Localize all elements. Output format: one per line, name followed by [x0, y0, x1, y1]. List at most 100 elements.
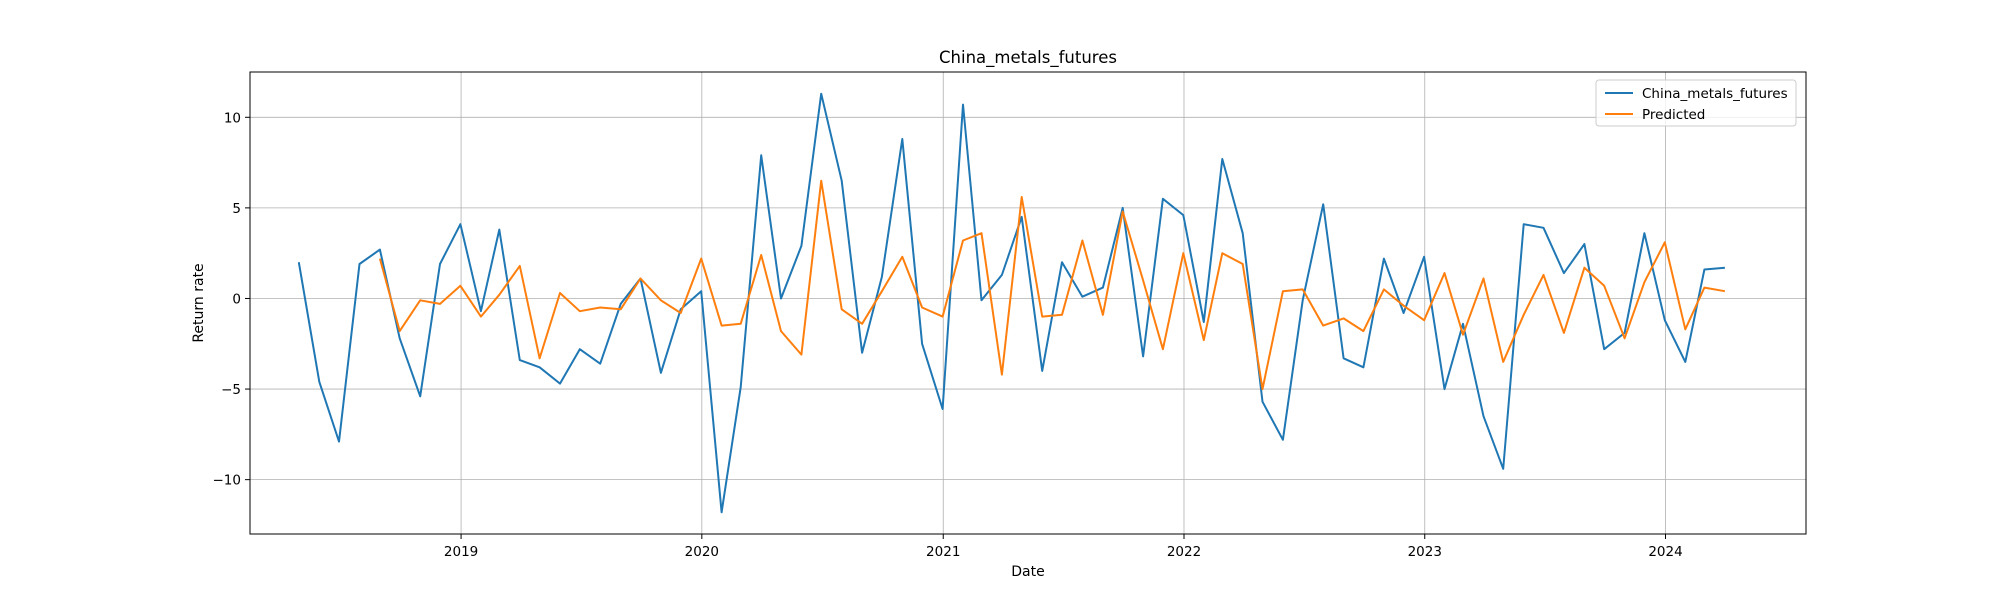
data-point — [1462, 334, 1464, 336]
data-point — [1081, 240, 1083, 242]
data-point — [1162, 348, 1164, 350]
data-point — [1444, 272, 1446, 274]
data-point — [1502, 468, 1504, 470]
data-point — [1383, 288, 1385, 290]
data-point — [1262, 401, 1264, 403]
data-point — [539, 366, 541, 368]
legend: China_metals_futures Predicted — [1595, 79, 1797, 127]
data-point — [760, 254, 762, 256]
x-tick-label: 2023 — [1408, 544, 1442, 560]
data-point — [921, 343, 923, 345]
data-point — [740, 386, 742, 388]
data-point — [841, 308, 843, 310]
data-point — [498, 229, 500, 231]
data-point — [1242, 232, 1244, 234]
data-point — [1703, 287, 1705, 289]
data-point — [579, 348, 581, 350]
data-point — [721, 325, 723, 327]
data-point — [660, 372, 662, 374]
data-point — [1122, 211, 1124, 213]
data-point — [1061, 261, 1063, 263]
data-point — [981, 232, 983, 234]
data-point — [981, 299, 983, 301]
series-line-actual — [297, 92, 1725, 514]
y-tick-label: 0 — [232, 291, 241, 307]
chart-title: China_metals_futures — [939, 48, 1117, 68]
data-point — [881, 290, 883, 292]
data-point — [680, 312, 682, 314]
data-point — [399, 330, 401, 332]
data-point — [1021, 216, 1023, 218]
data-point — [700, 290, 702, 292]
data-point — [1664, 241, 1666, 243]
data-point — [841, 180, 843, 182]
data-point — [318, 381, 320, 383]
data-point — [1041, 316, 1043, 318]
data-point — [419, 395, 421, 397]
y-tick-label: 10 — [224, 110, 241, 126]
data-point — [1583, 243, 1585, 245]
data-point — [1102, 314, 1104, 316]
data-point — [942, 316, 944, 318]
x-tick-label: 2021 — [926, 544, 960, 560]
data-point — [439, 303, 441, 305]
data-point — [1423, 319, 1425, 321]
data-point — [519, 359, 521, 361]
series-layer — [297, 92, 1726, 514]
data-point — [399, 337, 401, 339]
data-point — [881, 276, 883, 278]
legend-label-predicted: Predicted — [1642, 107, 1705, 123]
data-point — [1462, 323, 1464, 325]
data-point — [519, 265, 521, 267]
data-point — [338, 441, 340, 443]
data-point — [1302, 288, 1304, 290]
data-point — [459, 223, 461, 225]
plot-frame — [249, 71, 1807, 535]
data-point — [1001, 374, 1003, 376]
data-point — [1182, 252, 1184, 254]
data-point — [1001, 274, 1003, 276]
data-point — [861, 323, 863, 325]
ticks: 2019 2020 2021 2022 2023 2024 −10 −5 0 5 10 — [213, 110, 1683, 560]
data-point — [760, 154, 762, 156]
data-point — [1502, 361, 1504, 363]
data-point — [1221, 252, 1223, 254]
data-point — [1523, 314, 1525, 316]
data-point — [1221, 158, 1223, 160]
x-tick-label: 2022 — [1167, 544, 1201, 560]
data-point — [1483, 278, 1485, 280]
data-point — [640, 278, 642, 280]
data-point — [1624, 337, 1626, 339]
data-point — [1403, 305, 1405, 307]
series-line-predicted — [378, 179, 1726, 391]
data-point — [1203, 339, 1205, 341]
data-point — [599, 307, 601, 309]
data-point — [1664, 319, 1666, 321]
x-tick-label: 2019 — [444, 544, 478, 560]
data-point — [1362, 330, 1364, 332]
data-point — [1643, 281, 1645, 283]
data-point — [1563, 332, 1565, 334]
data-point — [379, 249, 381, 251]
data-point — [962, 104, 964, 106]
data-point — [1322, 325, 1324, 327]
data-point — [1203, 321, 1205, 323]
data-point — [1282, 290, 1284, 292]
data-point — [1021, 196, 1023, 198]
data-point — [820, 180, 822, 182]
data-point — [800, 354, 802, 356]
data-point — [1102, 287, 1104, 289]
y-tick-label: 5 — [232, 201, 241, 217]
data-point — [1703, 269, 1705, 271]
data-point — [1543, 274, 1545, 276]
data-point — [740, 323, 742, 325]
data-point — [1182, 214, 1184, 216]
data-point — [942, 408, 944, 410]
data-point — [379, 258, 381, 260]
data-point — [539, 357, 541, 359]
data-point — [1563, 272, 1565, 274]
data-point — [1343, 317, 1345, 319]
data-point — [1684, 361, 1686, 363]
x-tick-label: 2020 — [685, 544, 719, 560]
